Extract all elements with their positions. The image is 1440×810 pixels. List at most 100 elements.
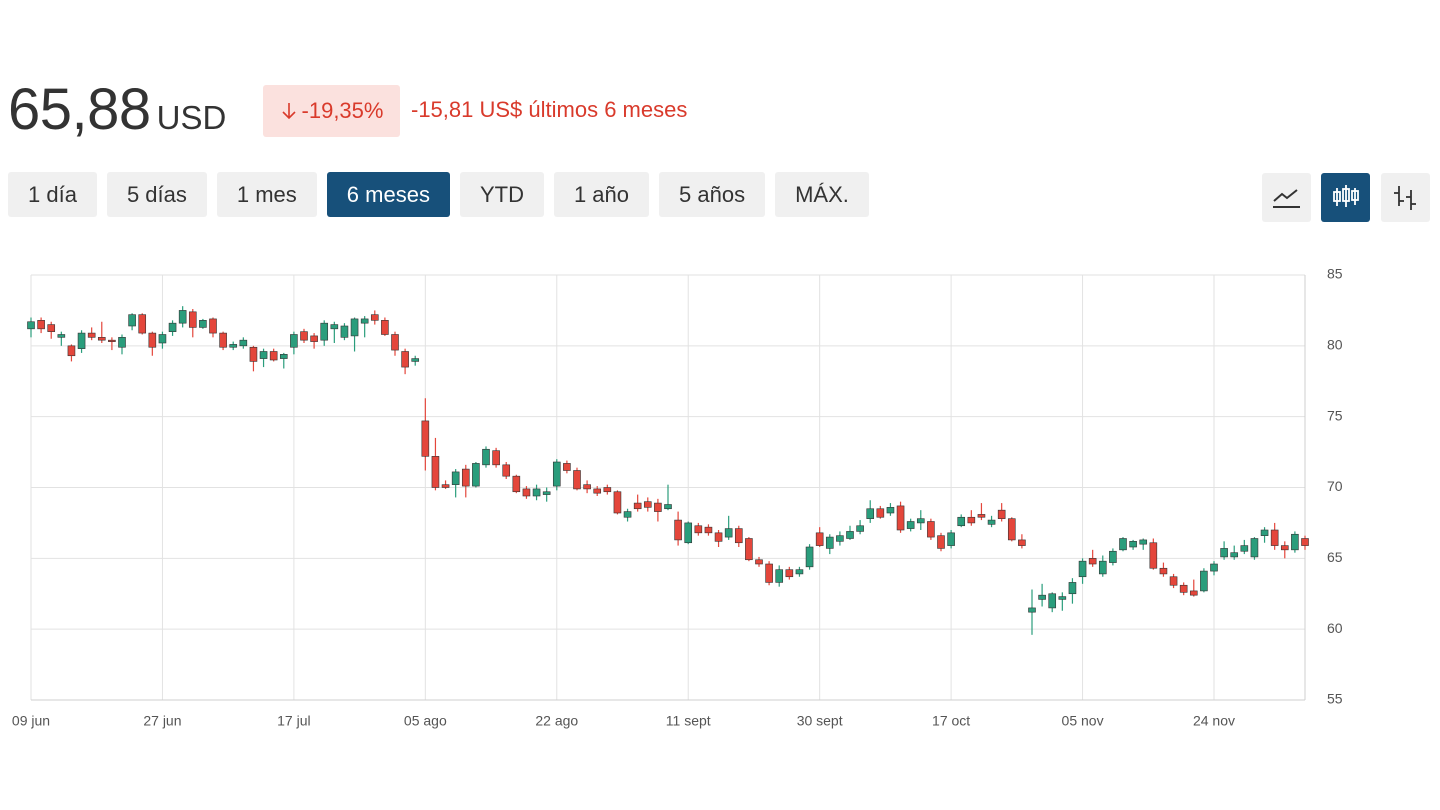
candle-body [755, 559, 763, 565]
candle-body [138, 314, 147, 334]
range-button[interactable]: 1 día [8, 172, 97, 217]
candle-body [1068, 582, 1077, 595]
candle-body [1078, 560, 1087, 578]
candle-body [401, 351, 409, 368]
candle-body [259, 351, 268, 359]
candle-body [492, 450, 500, 466]
candle-body [1098, 560, 1107, 575]
candle-body [199, 320, 207, 328]
ohlc-button[interactable] [1381, 173, 1430, 222]
range-button[interactable]: 5 días [106, 172, 207, 217]
candle-body [77, 332, 86, 349]
candle-body [1109, 550, 1117, 563]
candle-body [269, 351, 278, 361]
candle-body [977, 514, 986, 518]
candle-body [896, 505, 905, 531]
candle-body [300, 331, 308, 341]
change-pct: -19,35% [301, 98, 384, 123]
candle-body [47, 324, 56, 332]
candle-body [1028, 607, 1036, 613]
candle-body [1169, 576, 1178, 586]
candle-body [1230, 552, 1239, 558]
candle-body [381, 320, 389, 335]
candle-body [613, 491, 622, 514]
candle-body [482, 448, 490, 466]
candlestick-button[interactable] [1321, 173, 1370, 222]
candle-body [815, 532, 824, 546]
candle-body [785, 569, 794, 578]
range-button[interactable]: 1 año [553, 172, 650, 217]
candle-body [1260, 529, 1269, 536]
candle-body [603, 487, 612, 493]
candle-body [461, 468, 470, 487]
x-tick-label: 11 sept [666, 713, 711, 729]
candle-body [552, 461, 561, 487]
y-tick-label: 75 [1327, 407, 1343, 423]
range-button[interactable]: 1 mes [216, 172, 317, 217]
candle-body [1149, 542, 1158, 569]
y-tick-label: 65 [1327, 549, 1343, 565]
candle-body [563, 463, 571, 471]
range-button[interactable]: MÁX. [775, 172, 869, 217]
range-button[interactable]: 5 años [659, 172, 766, 217]
x-tick-label: 17 oct [932, 713, 970, 729]
change-badge: -19,35% [263, 85, 400, 137]
y-tick-label: 60 [1327, 620, 1343, 636]
candle-body [219, 332, 227, 348]
candle-body [178, 310, 187, 324]
candle-body [573, 470, 581, 490]
candle-body [1129, 541, 1137, 548]
x-tick-label: 22 ago [535, 713, 578, 729]
candle-body [108, 339, 116, 342]
candle-body [168, 322, 177, 332]
candle-body [795, 569, 804, 575]
candle-body [441, 484, 450, 488]
candle-body [472, 463, 480, 487]
candle-body [27, 321, 35, 330]
candle-body [128, 314, 136, 327]
range-button[interactable]: YTD [459, 172, 544, 217]
price-value: 65,88 [8, 77, 151, 142]
candle-body [643, 501, 652, 508]
candle-body [623, 511, 632, 518]
candle-body [118, 337, 126, 348]
candle-body [664, 504, 672, 510]
candle-body [87, 332, 96, 338]
change-text: -15,81 US$ últimos 6 meses [411, 97, 688, 122]
candle-body [97, 337, 106, 341]
candle-body [1058, 596, 1067, 600]
candle-body [391, 334, 399, 351]
x-tick-label: 09 jun [12, 713, 50, 729]
candle-body [229, 344, 238, 348]
candle-body [593, 488, 602, 494]
candle-body [825, 536, 834, 549]
candle-body [765, 563, 773, 583]
candle-body [290, 334, 298, 348]
candle-body [724, 528, 733, 538]
candle-body [684, 522, 693, 544]
candle-body [532, 488, 541, 497]
candle-body [310, 335, 318, 342]
x-tick-label: 30 sept [797, 713, 843, 729]
candle-body [1007, 518, 1016, 541]
candle-body [775, 569, 784, 583]
candle-body [714, 532, 723, 542]
candle-body [370, 314, 379, 321]
line-icon [1273, 189, 1300, 208]
candle-body [846, 531, 854, 539]
candle-body [1240, 545, 1249, 552]
y-tick-label: 70 [1327, 478, 1343, 494]
candle-body [340, 325, 349, 338]
candle-body [350, 318, 359, 337]
candle-body [148, 332, 157, 348]
candle-body [57, 334, 66, 338]
down-arrow-icon [281, 103, 296, 120]
candle-body [188, 311, 197, 328]
candle-body [542, 491, 551, 495]
x-tick-label: 05 ago [404, 713, 447, 729]
candle-body [1200, 570, 1208, 592]
range-button[interactable]: 6 meses [326, 172, 450, 217]
candle-body [906, 521, 915, 529]
line-chart-button[interactable] [1262, 173, 1311, 222]
